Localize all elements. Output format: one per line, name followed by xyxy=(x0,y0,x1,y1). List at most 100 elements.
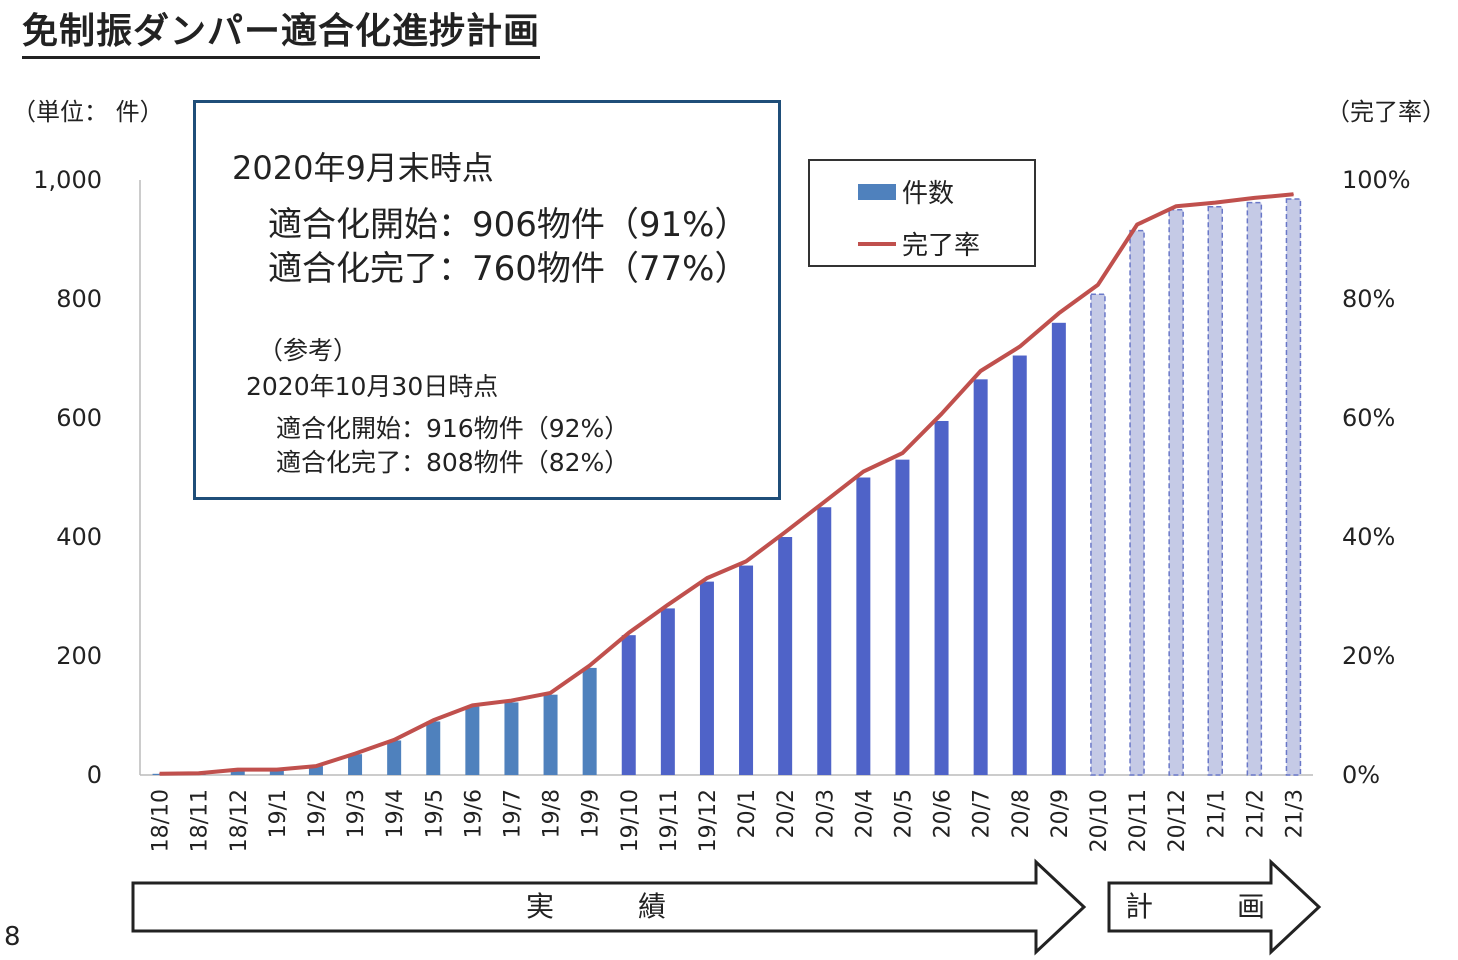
legend-bar-label: 件数 xyxy=(902,179,955,209)
info-ref-date: 2020年10月30日時点 xyxy=(246,372,499,401)
x-tick-label: 20/11 xyxy=(1126,789,1151,852)
completion-rate-point xyxy=(1175,205,1177,207)
chart-bar xyxy=(465,706,480,775)
y-left-tick-label: 400 xyxy=(56,523,102,551)
x-tick-label: 19/4 xyxy=(383,789,408,838)
y-left-tick-label: 0 xyxy=(86,761,102,789)
chart-bar xyxy=(152,773,167,775)
y-left-tick-label: 800 xyxy=(56,285,102,313)
legend-line-entry: 完了率 xyxy=(858,225,980,262)
y-left-tick-label: 600 xyxy=(56,404,102,432)
info-box: 2020年9月末時点 適合化開始：906物件（91%） 適合化完了：760物件（… xyxy=(193,100,781,500)
x-tick-label: 20/12 xyxy=(1165,789,1190,852)
completion-rate-point xyxy=(510,700,512,702)
x-tick-label: 19/8 xyxy=(540,789,565,838)
x-tick-label: 19/12 xyxy=(696,789,721,852)
chart-bar xyxy=(621,635,636,775)
completion-rate-point xyxy=(589,665,591,667)
chart-bar xyxy=(856,477,871,775)
chart-bar xyxy=(1207,206,1223,776)
x-tick-label: 20/5 xyxy=(891,789,916,838)
y-right-tick-label: 60% xyxy=(1342,404,1396,432)
completion-rate-point xyxy=(1253,197,1255,199)
chart-bar xyxy=(230,770,245,775)
x-tick-label: 20/3 xyxy=(813,789,838,838)
x-tick-label: 20/2 xyxy=(774,789,799,838)
x-tick-label: 19/11 xyxy=(657,789,682,852)
x-tick-label: 19/10 xyxy=(618,789,643,852)
x-tick-label: 18/10 xyxy=(149,789,174,852)
chart-bar xyxy=(426,721,441,775)
completion-rate-point xyxy=(471,704,473,706)
x-tick-label: 20/6 xyxy=(931,789,956,838)
x-tick-label: 20/9 xyxy=(1048,789,1073,838)
completion-rate-point xyxy=(315,765,317,767)
left-axis-unit: （単位： 件） xyxy=(12,98,164,126)
legend-bar-entry: 件数 xyxy=(858,173,954,210)
completion-rate-point xyxy=(159,773,161,775)
x-tick-label: 19/9 xyxy=(579,789,604,838)
completion-rate-line xyxy=(159,192,1294,776)
completion-rate-point xyxy=(941,413,943,415)
completion-rate-point xyxy=(862,471,864,473)
y-left-tick-label: 200 xyxy=(56,642,102,670)
info-ref-label: （参考） xyxy=(258,336,359,365)
chart-bar xyxy=(308,766,323,775)
chart-bar xyxy=(817,507,832,775)
chart-bar xyxy=(778,537,793,775)
completion-rate-point xyxy=(745,560,747,562)
x-tick-label: 20/7 xyxy=(970,789,995,838)
info-ref-start: 適合化開始：916物件（92%） xyxy=(276,414,630,443)
chart-bar xyxy=(739,565,754,775)
x-tick-label: 19/5 xyxy=(422,789,447,838)
y-right-tick-label: 80% xyxy=(1342,285,1396,313)
info-complete-count: 適合化完了：760物件（77%） xyxy=(268,249,749,289)
chart-bar xyxy=(1168,209,1184,776)
chart-bar xyxy=(895,459,910,775)
completion-rate-point xyxy=(393,739,395,741)
completion-rate-point xyxy=(628,632,630,634)
chart-bar xyxy=(1246,201,1263,776)
chart-bar xyxy=(973,379,988,775)
legend-line-swatch xyxy=(858,241,896,246)
completion-rate-point xyxy=(901,452,903,454)
x-tick-label: 19/1 xyxy=(266,789,291,838)
completion-rate-point xyxy=(823,501,825,503)
x-tick-label: 21/3 xyxy=(1282,789,1307,838)
actual-arrow xyxy=(131,858,1087,956)
completion-rate-point xyxy=(1058,312,1060,314)
legend-bar-swatch xyxy=(858,183,896,200)
chart-bar xyxy=(269,770,284,775)
completion-rate-point xyxy=(1097,284,1099,286)
info-heading: 2020年9月末時点 xyxy=(232,149,494,187)
y-right-tick-label: 100% xyxy=(1342,166,1411,194)
completion-rate-point xyxy=(550,692,552,694)
right-axis-unit: （完了率） xyxy=(1326,98,1446,126)
chart-bar xyxy=(387,740,402,775)
x-tick-label: 20/10 xyxy=(1087,789,1112,852)
chart-bar xyxy=(582,667,597,775)
chart-bar xyxy=(934,420,949,775)
y-right-tick-label: 20% xyxy=(1342,642,1396,670)
completion-rate-point xyxy=(354,753,356,755)
y-left-tick-label: 1,000 xyxy=(33,166,102,194)
x-tick-label: 19/2 xyxy=(305,789,330,838)
plan-arrow xyxy=(1107,858,1322,956)
chart-bar xyxy=(1012,355,1027,775)
completion-rate-point xyxy=(198,772,200,774)
x-tick-label: 20/4 xyxy=(852,789,877,838)
completion-rate-point xyxy=(980,370,982,372)
plan-arrow-label: 計 画 xyxy=(1125,890,1265,923)
completion-rate-point xyxy=(1019,346,1021,348)
completion-rate-point xyxy=(706,577,708,579)
chart-bar xyxy=(699,581,714,775)
chart-bar xyxy=(1051,322,1066,775)
y-right-tick-label: 0% xyxy=(1342,761,1381,789)
completion-rate-point xyxy=(1136,224,1138,226)
completion-rate-point xyxy=(667,604,669,606)
chart-bar xyxy=(660,608,675,775)
chart-bar xyxy=(1285,198,1302,776)
page-title: 免制振ダンパー適合化進捗計画 xyxy=(22,10,541,59)
x-tick-label: 19/3 xyxy=(344,789,369,838)
info-ref-complete: 適合化完了：808物件（82%） xyxy=(276,448,630,477)
